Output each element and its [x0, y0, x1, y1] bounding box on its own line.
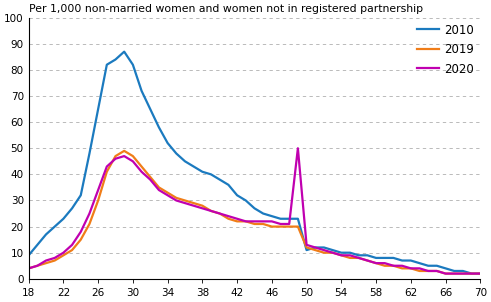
2020: [26, 267, 31, 270]
2019: [382, 264, 388, 268]
2020: [329, 251, 335, 255]
2010: [121, 50, 127, 53]
2019: [477, 272, 483, 275]
2019: [156, 186, 162, 189]
2020: [286, 222, 292, 226]
2010: [468, 272, 474, 275]
2019: [295, 225, 301, 228]
Line: 2019: 2019: [28, 151, 480, 274]
2020: [321, 248, 327, 252]
2010: [26, 253, 31, 257]
2010: [295, 217, 301, 220]
2019: [321, 251, 327, 255]
2010: [477, 272, 483, 275]
2019: [329, 251, 335, 255]
2019: [26, 267, 31, 270]
2019: [442, 272, 448, 275]
Text: Per 1,000 non-married women and women not in registered partnership: Per 1,000 non-married women and women no…: [28, 4, 423, 14]
2019: [121, 149, 127, 153]
2010: [329, 248, 335, 252]
2010: [382, 256, 388, 260]
2020: [477, 272, 483, 275]
2020: [442, 272, 448, 275]
2020: [382, 261, 388, 265]
2010: [321, 246, 327, 249]
2010: [303, 248, 309, 252]
Line: 2010: 2010: [28, 52, 480, 274]
2010: [156, 126, 162, 129]
2019: [303, 246, 309, 249]
2020: [295, 146, 301, 150]
Legend: 2010, 2019, 2020: 2010, 2019, 2020: [417, 24, 474, 76]
Line: 2020: 2020: [28, 148, 480, 274]
2020: [147, 178, 153, 182]
2020: [303, 243, 309, 247]
